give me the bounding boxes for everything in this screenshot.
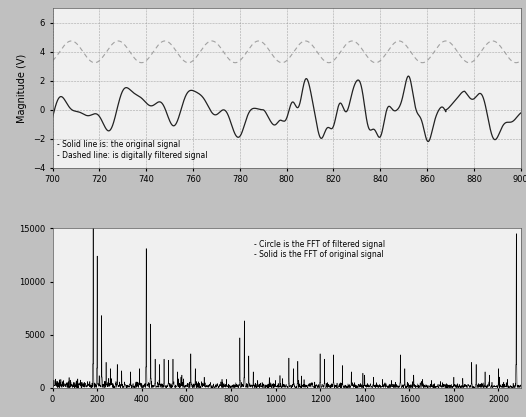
Y-axis label: Magnitude (V): Magnitude (V) (17, 53, 27, 123)
Text: - Solid line is: the original signal
- Dashed line: is digitally filtered signal: - Solid line is: the original signal - D… (57, 141, 208, 160)
Text: - Circle is the FFT of filtered signal
- Solid is the FFT of original signal: - Circle is the FFT of filtered signal -… (254, 239, 385, 259)
